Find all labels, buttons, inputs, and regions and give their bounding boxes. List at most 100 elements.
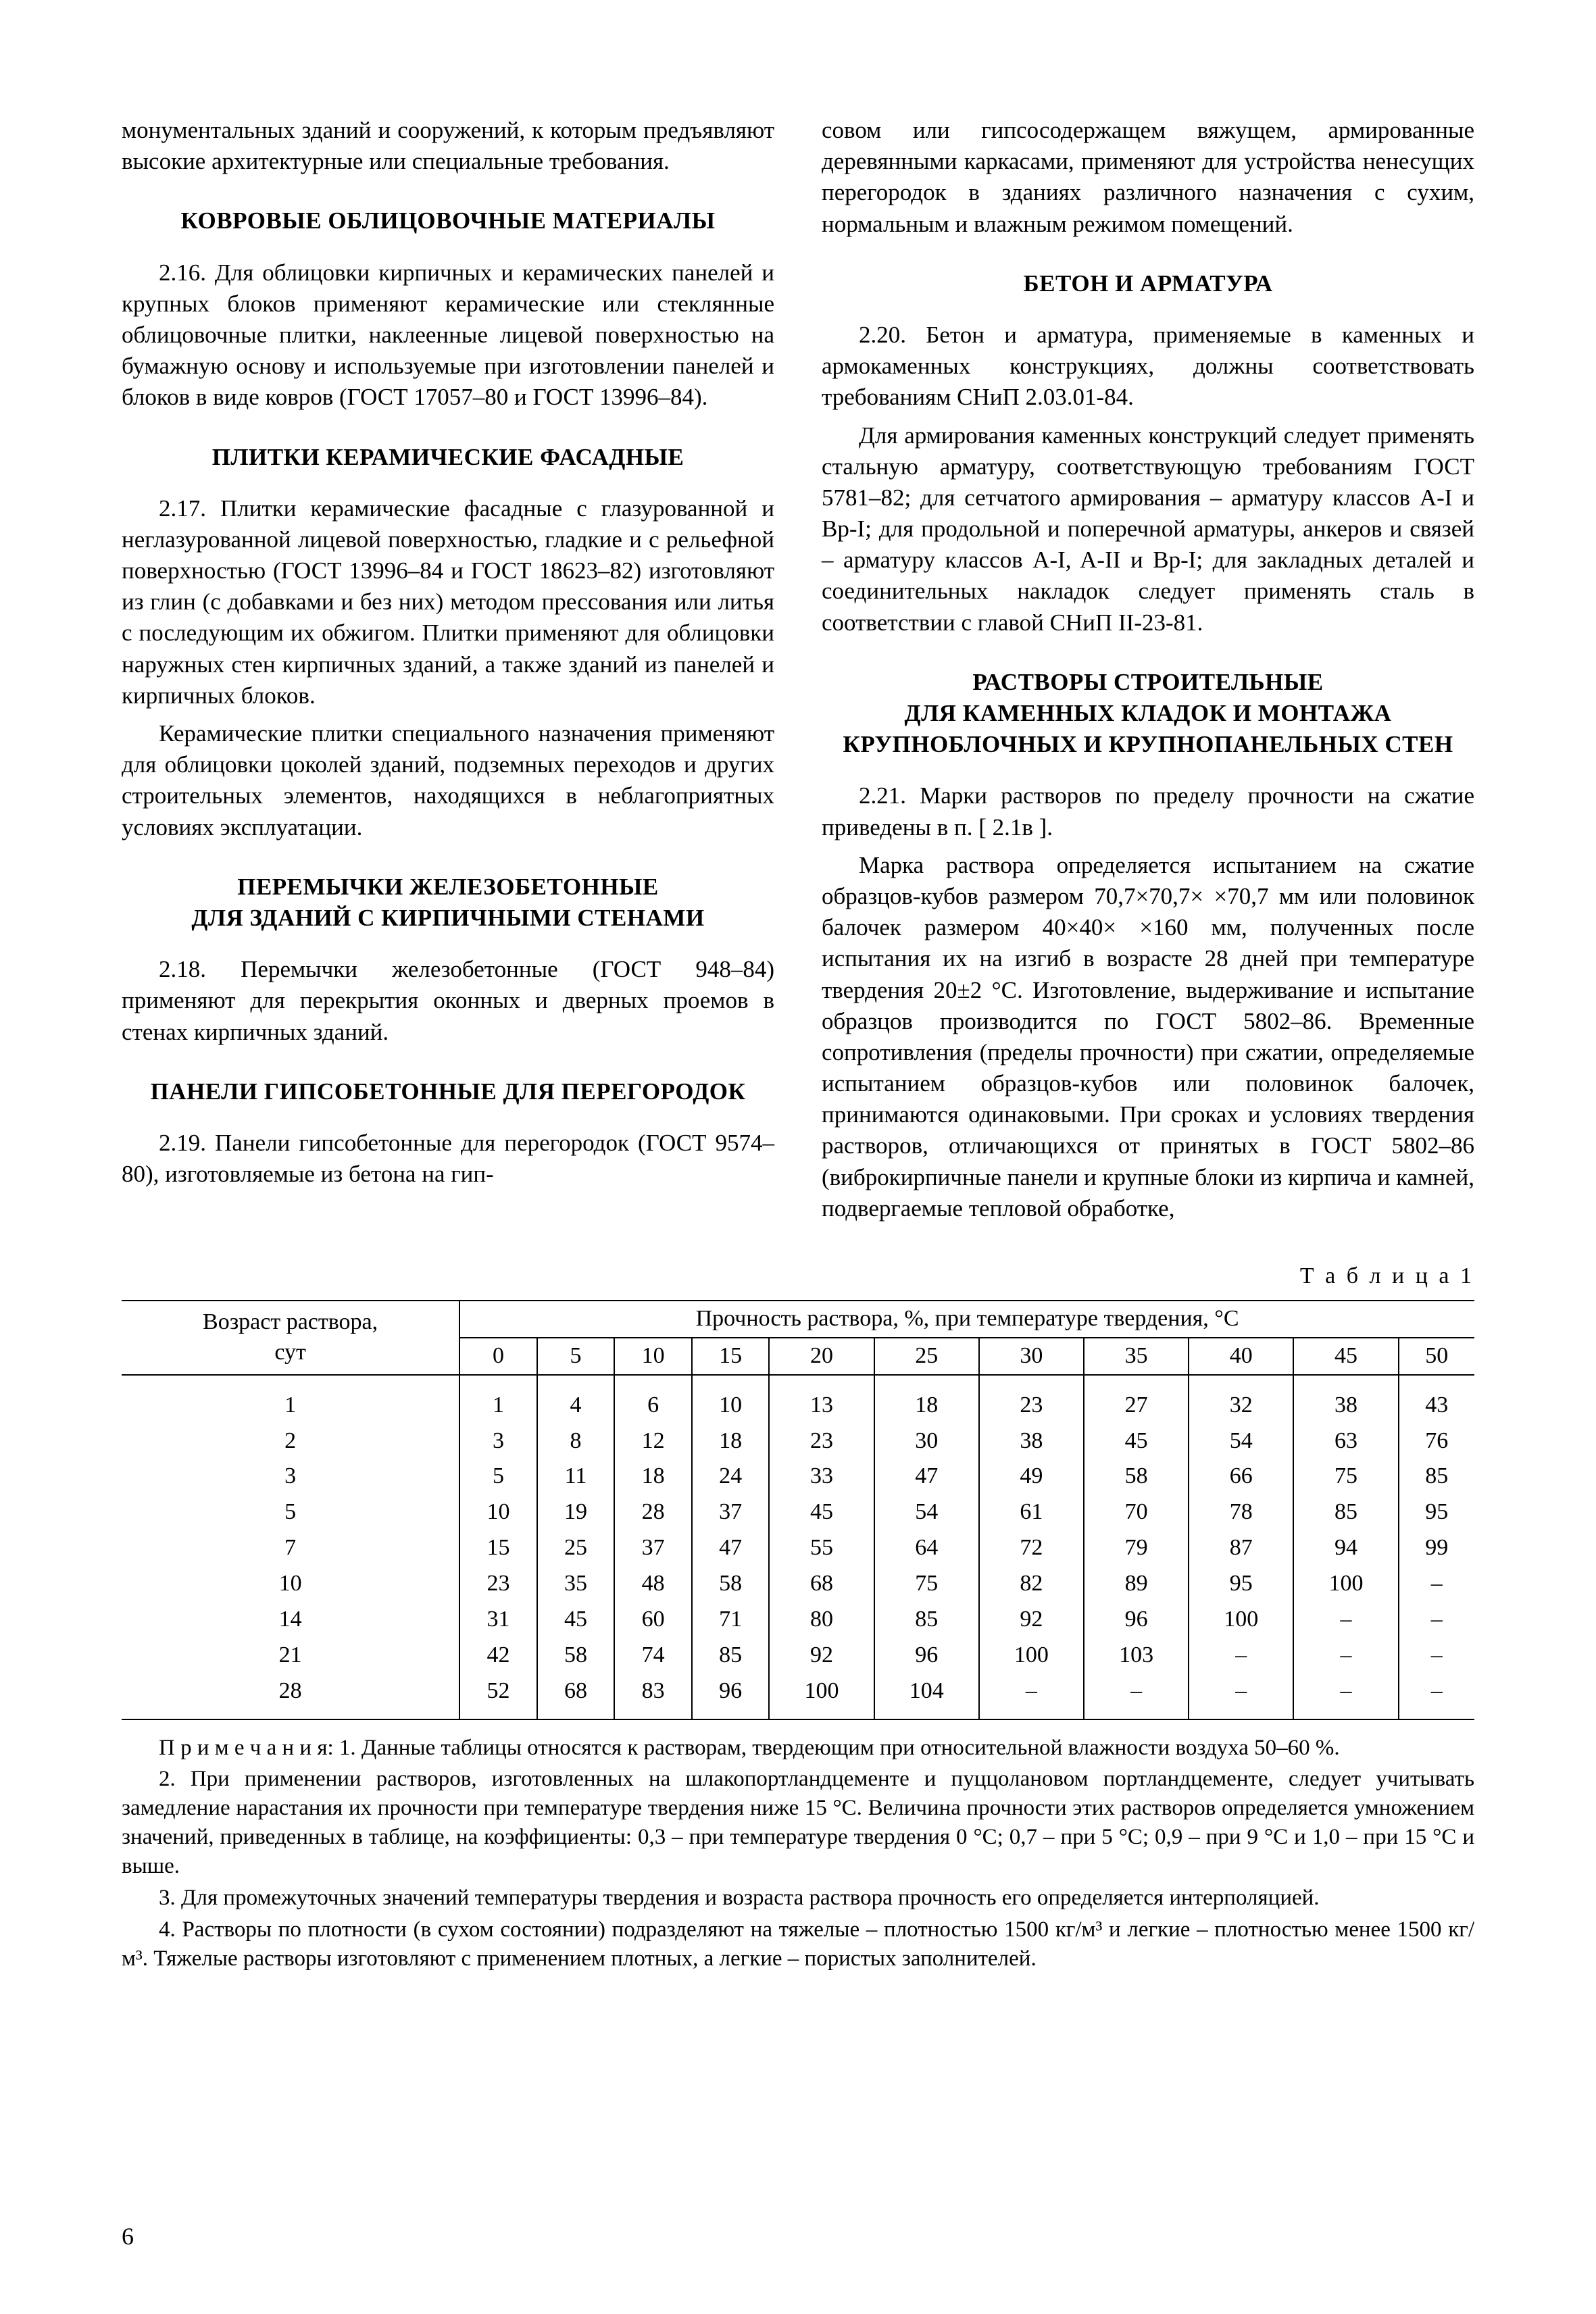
- table-label: Т а б л и ц а 1: [122, 1261, 1474, 1292]
- data-cell: –: [1399, 1602, 1474, 1638]
- table-row: 71525374755647279879499: [122, 1530, 1474, 1566]
- temp-header-cell: 45: [1293, 1338, 1398, 1375]
- table-row: 3511182433474958667585: [122, 1459, 1474, 1494]
- data-cell: 5: [459, 1459, 537, 1494]
- data-cell: –: [1084, 1674, 1189, 1719]
- paragraph-2-21a: 2.21. Марки растворов по пределу прочнос…: [822, 780, 1474, 842]
- data-cell: –: [1399, 1566, 1474, 1602]
- paragraph-2-20b: Для армирования каменных конструкций сле…: [822, 420, 1474, 638]
- heading-beton: БЕТОН И АРМАТУРА: [822, 268, 1474, 299]
- heading-line: ДЛЯ ЗДАНИЙ С КИРПИЧНЫМИ СТЕНАМИ: [191, 905, 704, 931]
- heading-plitki: ПЛИТКИ КЕРАМИЧЕСКИЕ ФАСАДНЫЕ: [122, 442, 774, 473]
- data-cell: 83: [614, 1674, 692, 1719]
- temp-header-cell: 40: [1189, 1338, 1293, 1375]
- data-cell: 37: [614, 1530, 692, 1566]
- data-cell: 76: [1399, 1424, 1474, 1459]
- data-cell: 55: [769, 1530, 874, 1566]
- data-cell: 47: [874, 1459, 979, 1494]
- data-cell: 54: [1189, 1424, 1293, 1459]
- data-cell: 37: [692, 1494, 770, 1530]
- age-cell: 3: [122, 1459, 459, 1494]
- data-cell: 24: [692, 1459, 770, 1494]
- data-cell: 74: [614, 1638, 692, 1674]
- note-1: П р и м е ч а н и я: 1. Данные таблицы о…: [122, 1734, 1474, 1763]
- data-cell: –: [1399, 1674, 1474, 1719]
- temp-header-cell: 50: [1399, 1338, 1474, 1375]
- data-cell: 30: [874, 1424, 979, 1459]
- data-cell: 63: [1293, 1424, 1398, 1459]
- data-cell: 75: [874, 1566, 979, 1602]
- data-cell: 27: [1084, 1375, 1189, 1424]
- data-cell: 48: [614, 1566, 692, 1602]
- data-cell: 38: [979, 1424, 1084, 1459]
- data-cell: 25: [537, 1530, 615, 1566]
- data-cell: 3: [459, 1424, 537, 1459]
- data-cell: 70: [1084, 1494, 1189, 1530]
- data-cell: 45: [537, 1602, 615, 1638]
- heading-line: ДЛЯ КАМЕННЫХ КЛАДОК И МОНТАЖА: [905, 700, 1392, 726]
- note-3: 3. Для промежуточных значений температур…: [122, 1884, 1474, 1913]
- data-cell: 104: [874, 1674, 979, 1719]
- data-cell: 47: [692, 1530, 770, 1566]
- data-cell: 31: [459, 1602, 537, 1638]
- data-cell: 94: [1293, 1530, 1398, 1566]
- data-cell: 95: [1189, 1566, 1293, 1602]
- data-cell: –: [1399, 1638, 1474, 1674]
- heading-line: ПЕРЕМЫЧКИ ЖЕЛЕЗОБЕТОННЫЕ: [237, 874, 659, 900]
- data-cell: 8: [537, 1424, 615, 1459]
- data-cell: 49: [979, 1459, 1084, 1494]
- data-cell: 15: [459, 1530, 537, 1566]
- paragraph-2-18: 2.18. Перемычки железобетонные (ГОСТ 948…: [122, 954, 774, 1048]
- data-cell: 58: [537, 1638, 615, 1674]
- data-cell: 54: [874, 1494, 979, 1530]
- data-cell: 18: [692, 1424, 770, 1459]
- table-row: 10233548586875828995100–: [122, 1566, 1474, 1602]
- data-cell: 66: [1189, 1459, 1293, 1494]
- data-cell: 78: [1189, 1494, 1293, 1530]
- heading-peremychki: ПЕРЕМЫЧКИ ЖЕЛЕЗОБЕТОННЫЕ ДЛЯ ЗДАНИЙ С КИ…: [122, 872, 774, 934]
- data-cell: –: [1293, 1674, 1398, 1719]
- age-cell: 10: [122, 1566, 459, 1602]
- heading-line: РАСТВОРЫ СТРОИТЕЛЬНЫЕ: [972, 669, 1323, 695]
- data-cell: 92: [979, 1602, 1084, 1638]
- table-notes: П р и м е ч а н и я: 1. Данные таблицы о…: [122, 1734, 1474, 1973]
- data-cell: 18: [614, 1459, 692, 1494]
- data-cell: 58: [1084, 1459, 1189, 1494]
- data-cell: 85: [692, 1638, 770, 1674]
- data-cell: 85: [874, 1602, 979, 1638]
- paragraph-intro: монументальных зданий и сооружений, к ко…: [122, 115, 774, 177]
- table-row: 11461013182327323843: [122, 1375, 1474, 1424]
- data-cell: 10: [459, 1494, 537, 1530]
- age-cell: 28: [122, 1674, 459, 1719]
- data-cell: 96: [692, 1674, 770, 1719]
- data-cell: 42: [459, 1638, 537, 1674]
- data-cell: 85: [1399, 1459, 1474, 1494]
- data-cell: –: [1293, 1602, 1398, 1638]
- data-cell: –: [979, 1674, 1084, 1719]
- data-cell: 89: [1084, 1566, 1189, 1602]
- page: монументальных зданий и сооружений, к ко…: [0, 0, 1596, 2314]
- data-cell: 10: [692, 1375, 770, 1424]
- data-cell: 23: [769, 1424, 874, 1459]
- data-cell: 85: [1293, 1494, 1398, 1530]
- data-cell: 60: [614, 1602, 692, 1638]
- data-cell: 38: [1293, 1375, 1398, 1424]
- paragraph-2-21b: Марка раствора определяется испытанием н…: [822, 850, 1474, 1224]
- heading-line: КРУПНОБЛОЧНЫХ И КРУПНОПАНЕЛЬНЫХ СТЕН: [843, 731, 1453, 757]
- paragraph-2-16: 2.16. Для облицовки кирпичных и керамиче…: [122, 257, 774, 413]
- right-column: совом или гипсосодержащем вяжущем, армир…: [822, 115, 1474, 1231]
- data-cell: 43: [1399, 1375, 1474, 1424]
- data-cell: 80: [769, 1602, 874, 1638]
- age-cell: 2: [122, 1424, 459, 1459]
- data-cell: 28: [614, 1494, 692, 1530]
- data-cell: 68: [537, 1674, 615, 1719]
- table-row: 143145607180859296100––: [122, 1602, 1474, 1638]
- data-cell: 100: [1189, 1602, 1293, 1638]
- paragraph-2-17a: 2.17. Плитки керамические фасадные с гла…: [122, 493, 774, 711]
- data-cell: 18: [874, 1375, 979, 1424]
- table-row: 238121823303845546376: [122, 1424, 1474, 1459]
- strength-table: Возраст раствора, сут Прочность раствора…: [122, 1300, 1474, 1720]
- paragraph-2-20a: 2.20. Бетон и арматура, применяемые в ка…: [822, 320, 1474, 413]
- data-cell: 100: [979, 1638, 1084, 1674]
- paragraph-2-17b: Керамические плитки специального назначе…: [122, 718, 774, 843]
